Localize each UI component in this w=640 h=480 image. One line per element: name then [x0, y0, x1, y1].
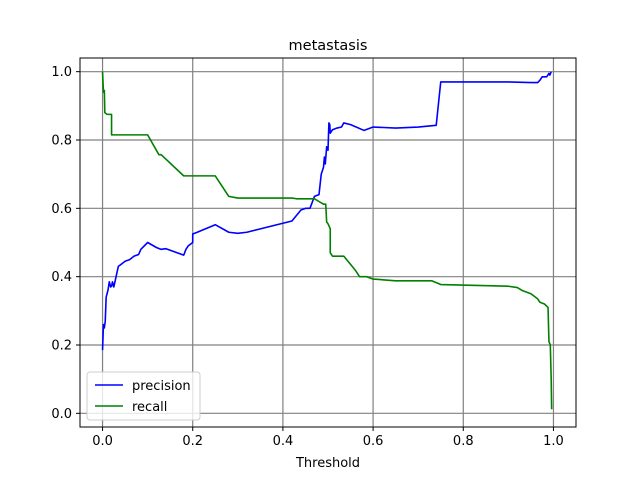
y-tick-label: 0.6: [51, 202, 72, 217]
y-tick-label: 0.8: [51, 134, 72, 149]
y-tick-label: 0.4: [51, 270, 72, 285]
y-tick-label: 0.0: [51, 407, 72, 422]
x-tick-label: 0.0: [92, 434, 113, 449]
legend-label-recall: recall: [132, 400, 167, 415]
legend-box: [86, 371, 201, 421]
x-tick-label: 0.8: [453, 434, 474, 449]
series-line-precision: [101, 71, 552, 351]
series-layer: [101, 71, 553, 410]
x-tick-label: 0.4: [273, 434, 294, 449]
plot-area: [79, 57, 577, 428]
legend-label-precision: precision: [132, 379, 191, 394]
chart-title: metastasis: [289, 38, 368, 54]
x-tick-label: 1.0: [543, 434, 564, 449]
series-line-recall: [101, 71, 553, 410]
y-tick-label: 0.2: [51, 339, 72, 354]
x-tick-label: 0.2: [182, 434, 203, 449]
y-tick-label: 1.0: [51, 65, 72, 80]
x-axis-label: Threshold: [295, 456, 360, 471]
legend: precision recall: [86, 371, 201, 421]
x-tick-label: 0.6: [363, 434, 384, 449]
ticks: 0.0 0.2 0.4 0.6 0.8 1.0 0.0 0.2 0.4 0.6 0.8 1.0: [51, 65, 563, 449]
